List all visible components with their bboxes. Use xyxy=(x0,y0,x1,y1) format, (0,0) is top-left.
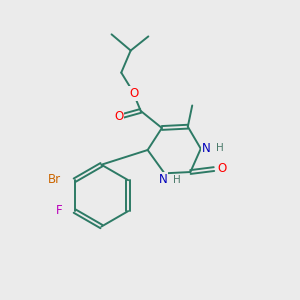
Text: Br: Br xyxy=(47,173,61,186)
Text: F: F xyxy=(56,204,62,217)
Text: H: H xyxy=(216,143,224,153)
Text: O: O xyxy=(129,87,139,100)
Text: O: O xyxy=(218,162,227,175)
Text: H: H xyxy=(173,175,181,185)
Text: N: N xyxy=(159,173,167,186)
Text: O: O xyxy=(114,110,124,123)
Text: N: N xyxy=(202,142,211,154)
